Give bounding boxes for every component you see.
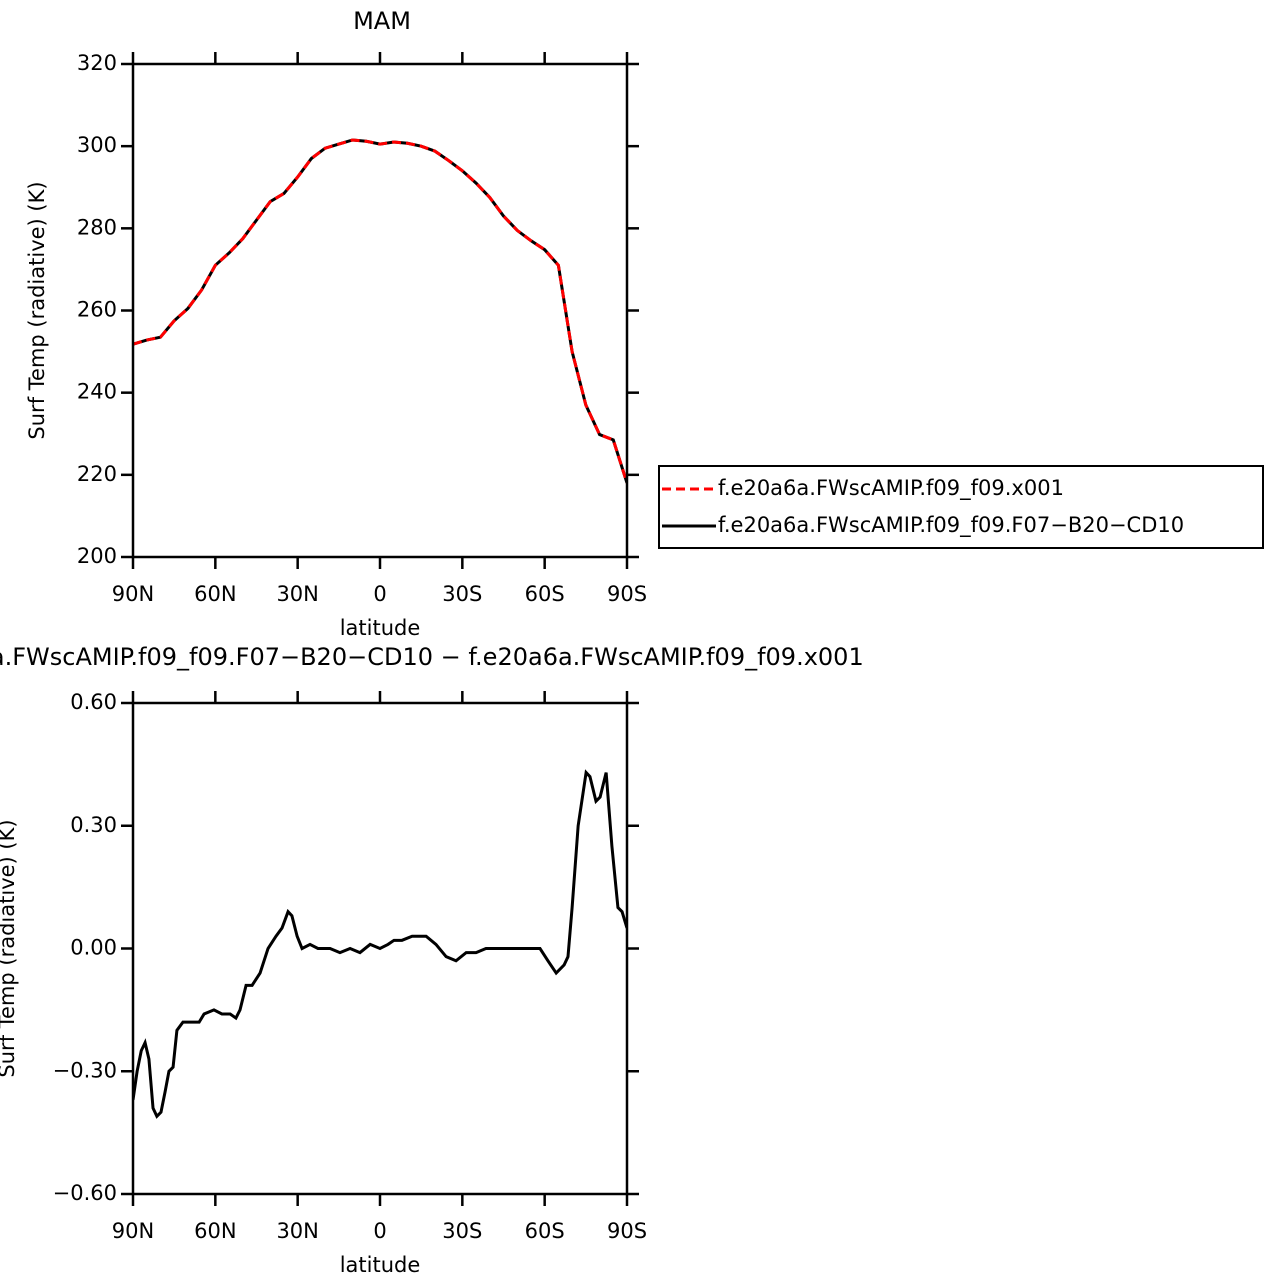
x-axis-label: latitude xyxy=(340,616,421,640)
data-line xyxy=(133,769,627,1119)
x-tick-label: 60S xyxy=(525,582,565,606)
chart-title: f.e20a6a.FWscAMIP.f09_f09.F07−B20−CD10 −… xyxy=(0,643,864,671)
data-line xyxy=(133,138,627,484)
x-tick-label: 90S xyxy=(607,582,647,606)
y-axis-label: Surf Temp (radiative) (K) xyxy=(25,181,49,439)
y-tick-label: −0.60 xyxy=(53,1181,117,1205)
x-tick-label: 0 xyxy=(373,1219,386,1243)
x-tick-label: 60S xyxy=(525,1219,565,1243)
x-tick-label: 30S xyxy=(442,1219,482,1243)
legend-box xyxy=(658,465,1264,549)
y-tick-label: 320 xyxy=(77,51,117,75)
legend-label: f.e20a6a.FWscAMIP.f09_f09.x001 xyxy=(718,476,1064,501)
chart-title: MAM xyxy=(353,7,411,35)
y-tick-label: 280 xyxy=(77,215,117,239)
y-tick-label: −0.30 xyxy=(53,1058,117,1082)
x-tick-label: 90N xyxy=(112,1219,154,1243)
y-tick-label: 260 xyxy=(77,298,117,322)
x-tick-label: 90S xyxy=(607,1219,647,1243)
x-tick-label: 30N xyxy=(276,1219,318,1243)
x-tick-label: 60N xyxy=(194,582,236,606)
x-tick-label: 30S xyxy=(442,582,482,606)
y-tick-label: 0.30 xyxy=(70,813,117,837)
y-tick-label: 0.60 xyxy=(70,690,117,714)
y-tick-label: 220 xyxy=(77,462,117,486)
data-line xyxy=(133,138,627,484)
plot-frame xyxy=(131,701,629,1196)
x-tick-label: 0 xyxy=(373,582,386,606)
y-axis-label: Surf Temp (radiative) (K) xyxy=(0,819,19,1077)
x-tick-label: 90N xyxy=(112,582,154,606)
x-tick-label: 60N xyxy=(194,1219,236,1243)
y-tick-label: 300 xyxy=(77,133,117,157)
y-tick-label: 200 xyxy=(77,544,117,568)
y-tick-label: 240 xyxy=(77,380,117,404)
x-axis-label: latitude xyxy=(340,1253,421,1277)
x-tick-label: 30N xyxy=(276,582,318,606)
plot-frame xyxy=(131,62,629,559)
y-tick-label: 0.00 xyxy=(70,936,117,960)
legend-label: f.e20a6a.FWscAMIP.f09_f09.F07−B20−CD10 xyxy=(718,513,1184,538)
